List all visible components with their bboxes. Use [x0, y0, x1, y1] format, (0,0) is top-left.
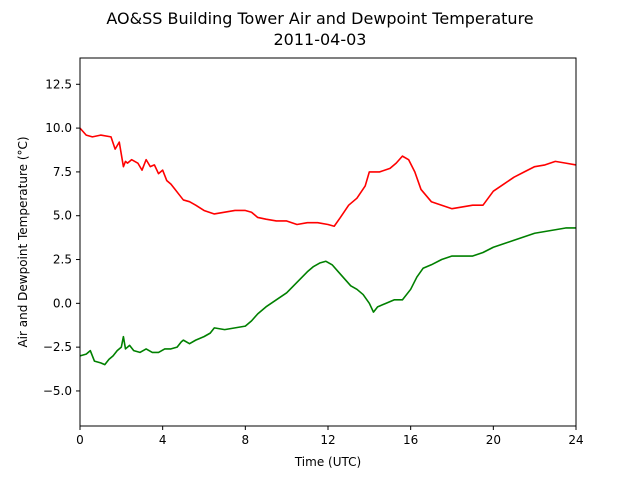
x-tick-label: 12 [320, 433, 335, 447]
x-axis-label: Time (UTC) [294, 455, 361, 469]
y-tick-label: 5.0 [53, 209, 72, 223]
chart-title: AO&SS Building Tower Air and Dewpoint Te… [106, 9, 533, 28]
y-tick-label: 12.5 [45, 77, 72, 91]
x-axis-ticks: 0 4 8 12 16 20 24 [76, 426, 584, 447]
x-tick-label: 24 [568, 433, 583, 447]
plot-frame [79, 57, 577, 427]
y-tick-label: 7.5 [53, 165, 72, 179]
x-tick-label: 0 [76, 433, 84, 447]
series-line-0 [79, 127, 577, 228]
chart-subtitle: 2011-04-03 [274, 30, 367, 49]
y-tick-label: −5.0 [43, 384, 72, 398]
y-axis-label: Air and Dewpoint Temperature (°C) [16, 136, 30, 347]
y-axis-ticks: −5.0 −2.5 0.0 2.5 5.0 7.5 10.0 12.5 [43, 77, 80, 398]
x-tick-label: 20 [486, 433, 501, 447]
series-layer [79, 127, 577, 366]
x-tick-label: 4 [159, 433, 167, 447]
y-tick-label: 10.0 [45, 121, 72, 135]
x-tick-label: 16 [403, 433, 418, 447]
x-tick-label: 8 [242, 433, 250, 447]
series-line-1 [79, 227, 576, 366]
y-tick-label: 0.0 [53, 296, 72, 310]
y-tick-label: 2.5 [53, 253, 72, 267]
y-tick-label: −2.5 [43, 340, 72, 354]
